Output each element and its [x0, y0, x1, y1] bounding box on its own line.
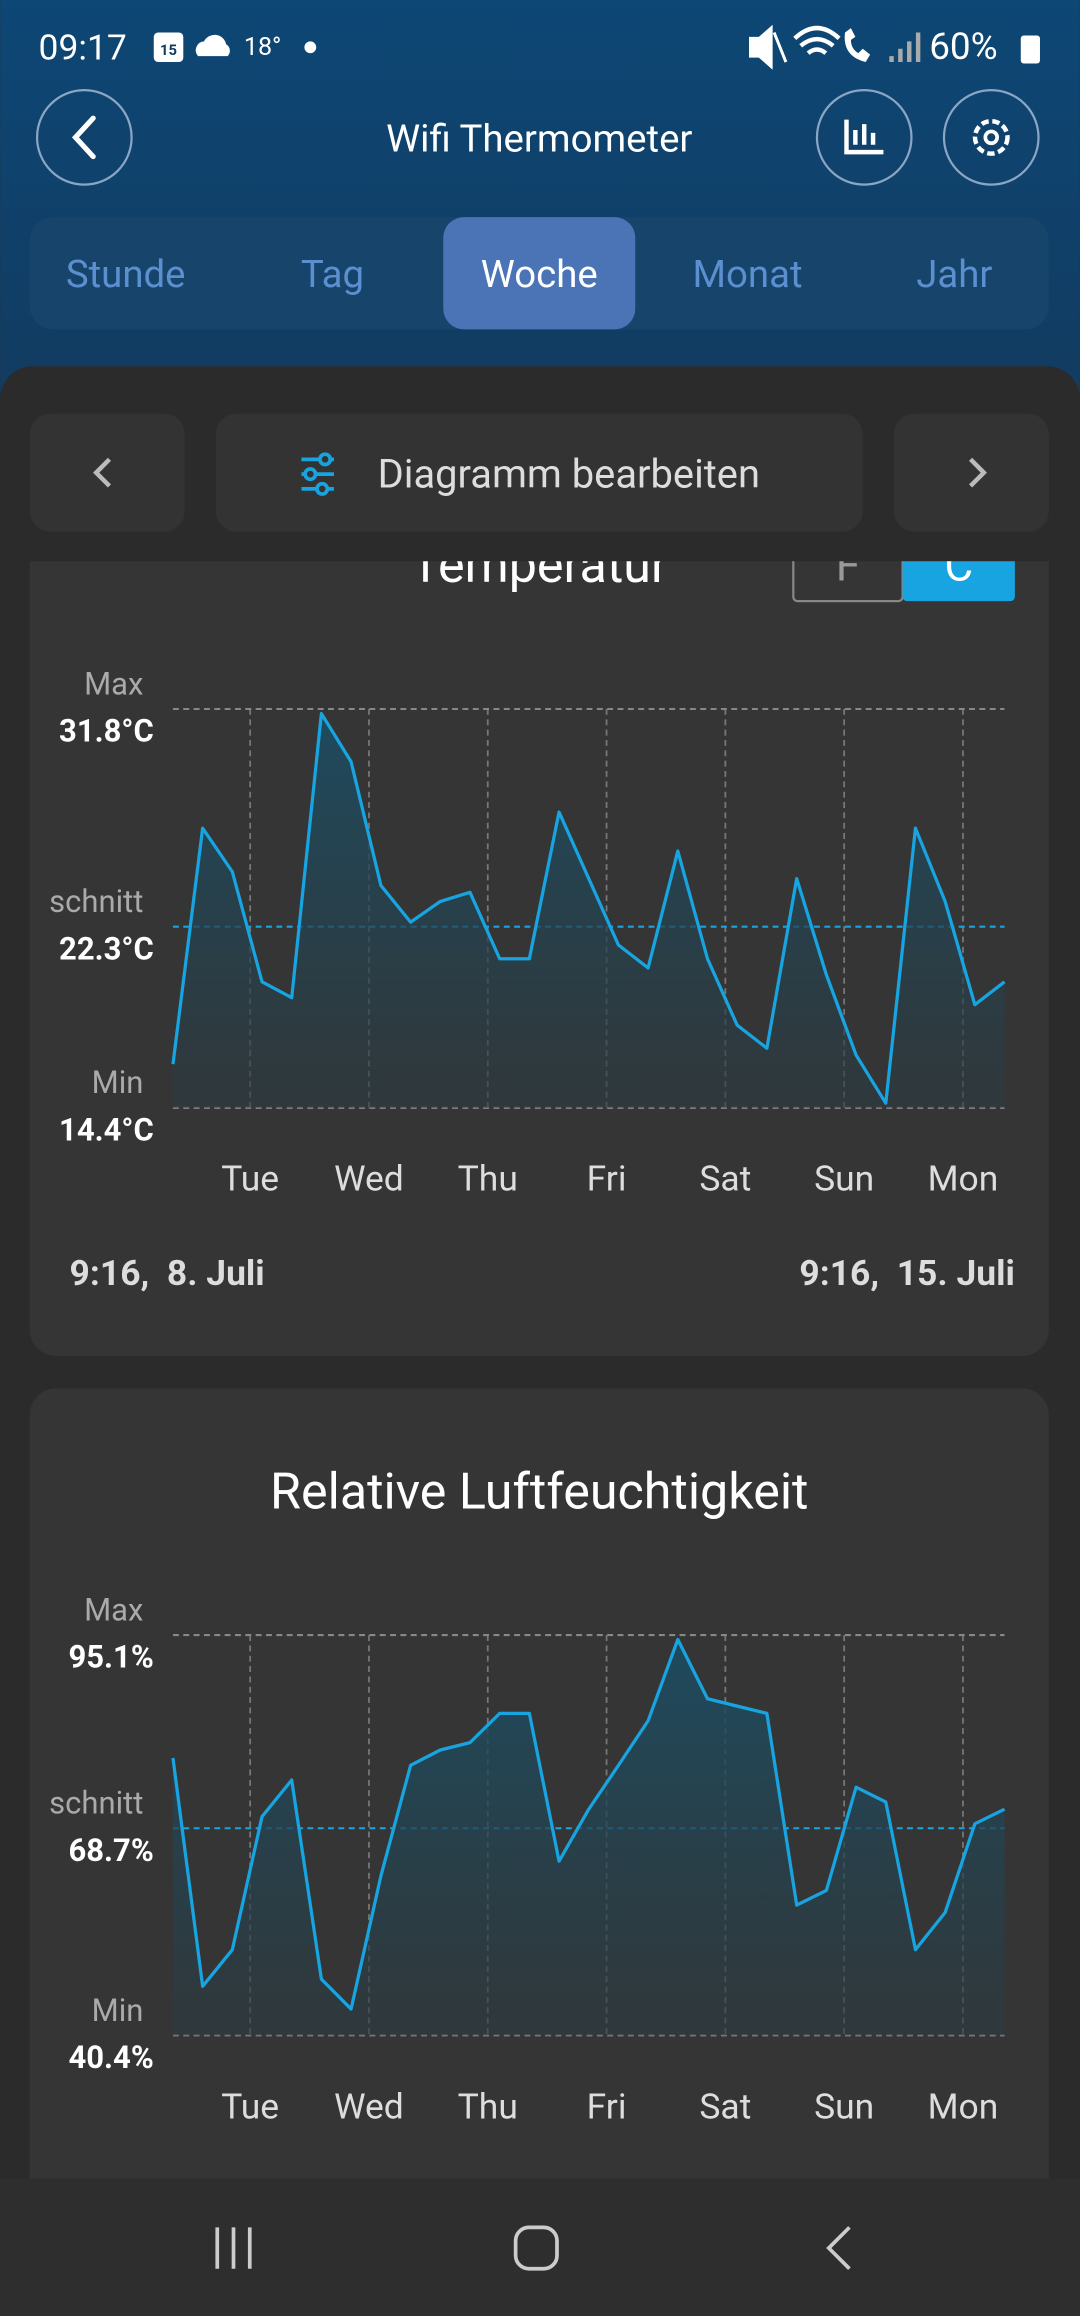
header-bg	[0, 0, 1080, 399]
battery-text: 60%	[929, 26, 998, 69]
x-tick-label: Thu	[458, 2085, 518, 2127]
next-icon	[968, 457, 987, 488]
y-tick-name: Min	[92, 1992, 144, 2029]
chart-title: Temperatur	[411, 536, 668, 595]
area	[172, 713, 1005, 1108]
range-end: 9:16, 15. Juli	[799, 1252, 1014, 1294]
range-start: 9:16, 8. Juli	[70, 1252, 265, 1294]
x-tick-label: Fri	[587, 2085, 627, 2127]
dot	[304, 41, 317, 54]
cloud-icon	[195, 34, 230, 57]
x-tick-label: Sat	[699, 2085, 751, 2127]
chart-title: Relative Luftfeuchtigkeit	[270, 1462, 808, 1521]
edit-icon-knob	[318, 452, 333, 467]
x-tick-label: Mon	[928, 1158, 999, 1200]
tab-selected[interactable]	[443, 217, 636, 330]
back-button[interactable]	[35, 88, 133, 186]
y-tick-label: 95.1%	[68, 1639, 153, 1676]
nav-back[interactable]	[826, 2226, 851, 2271]
battery-icon	[1020, 35, 1040, 64]
x-tick-label: Wed	[334, 1158, 404, 1200]
calendar-day: 15	[160, 41, 177, 59]
status-temp: 18°	[244, 33, 282, 62]
tab-label[interactable]: Tag	[301, 252, 364, 297]
tab-label[interactable]: Jahr	[916, 252, 992, 297]
back-icon	[71, 115, 96, 160]
y-tick-name: Durchschnitt	[0, 883, 143, 920]
y-tick-name: Max	[84, 1591, 143, 1628]
y-labels: Min Durchschnitt Max	[0, 665, 144, 1101]
x-tick-label: Fri	[587, 1158, 627, 1200]
tab-label[interactable]: Woche	[481, 252, 598, 297]
y-tick-name: Durchschnitt	[0, 1785, 143, 1822]
y-tick-name: Min	[92, 1064, 144, 1101]
settings-icon	[972, 118, 1010, 156]
unit-f: F	[836, 540, 861, 592]
y-tick-label: 31.8°C	[59, 713, 154, 750]
y-tick-label: 68.7%	[68, 1832, 153, 1869]
calendar-icon	[153, 32, 184, 63]
stats-button[interactable]	[815, 88, 913, 186]
settings-button[interactable]	[942, 88, 1040, 186]
nav-recent[interactable]	[215, 2227, 252, 2269]
x-tick-label: Mon	[928, 2085, 999, 2127]
x-tick-label: Thu	[458, 1158, 518, 1200]
nav-home[interactable]	[513, 2225, 559, 2271]
edit-icon-knob	[315, 481, 330, 496]
y-tick-label: 22.3°C	[59, 930, 154, 967]
edit-button[interactable]	[215, 413, 863, 532]
area	[172, 1639, 1005, 2036]
settings-icon-center	[983, 129, 999, 146]
y-tick-label: 40.4%	[68, 2039, 153, 2076]
tab-label[interactable]: Stunde	[66, 252, 186, 297]
signal-icon	[889, 32, 921, 63]
unit-toggle-c[interactable]	[902, 541, 1015, 602]
x-tick-label: Wed	[334, 2085, 404, 2127]
prev-icon	[93, 457, 112, 488]
line	[171, 1637, 1006, 2011]
edit-button-label: Diagramm bearbeiten	[378, 451, 760, 498]
prev-button[interactable]	[29, 413, 185, 532]
x-tick-label: Tue	[221, 2085, 279, 2127]
call-icon	[844, 28, 871, 63]
y-tick-name: Max	[84, 665, 143, 702]
app-title: Wifi Thermometer	[386, 116, 692, 161]
line	[171, 711, 1006, 1105]
tab-label[interactable]: Monat	[692, 252, 802, 297]
stats-icon	[844, 119, 884, 155]
next-button[interactable]	[893, 413, 1049, 532]
unit-c: C	[944, 540, 973, 592]
x-tick-label: Sat	[699, 1158, 751, 1200]
wifi-icon	[793, 25, 841, 55]
y-tick-label: 14.4°C	[59, 1111, 154, 1148]
mute-icon	[749, 24, 788, 70]
status-time: 09:17	[39, 26, 127, 68]
x-tick-label: Sun	[814, 2085, 874, 2127]
x-tick-label: Sun	[814, 1158, 874, 1200]
nav-bar	[0, 2178, 1080, 2316]
edit-icon-knob	[303, 467, 318, 482]
y-labels: Min Durchschnitt Max	[0, 1591, 144, 2029]
x-tick-label: Tue	[221, 1158, 279, 1200]
